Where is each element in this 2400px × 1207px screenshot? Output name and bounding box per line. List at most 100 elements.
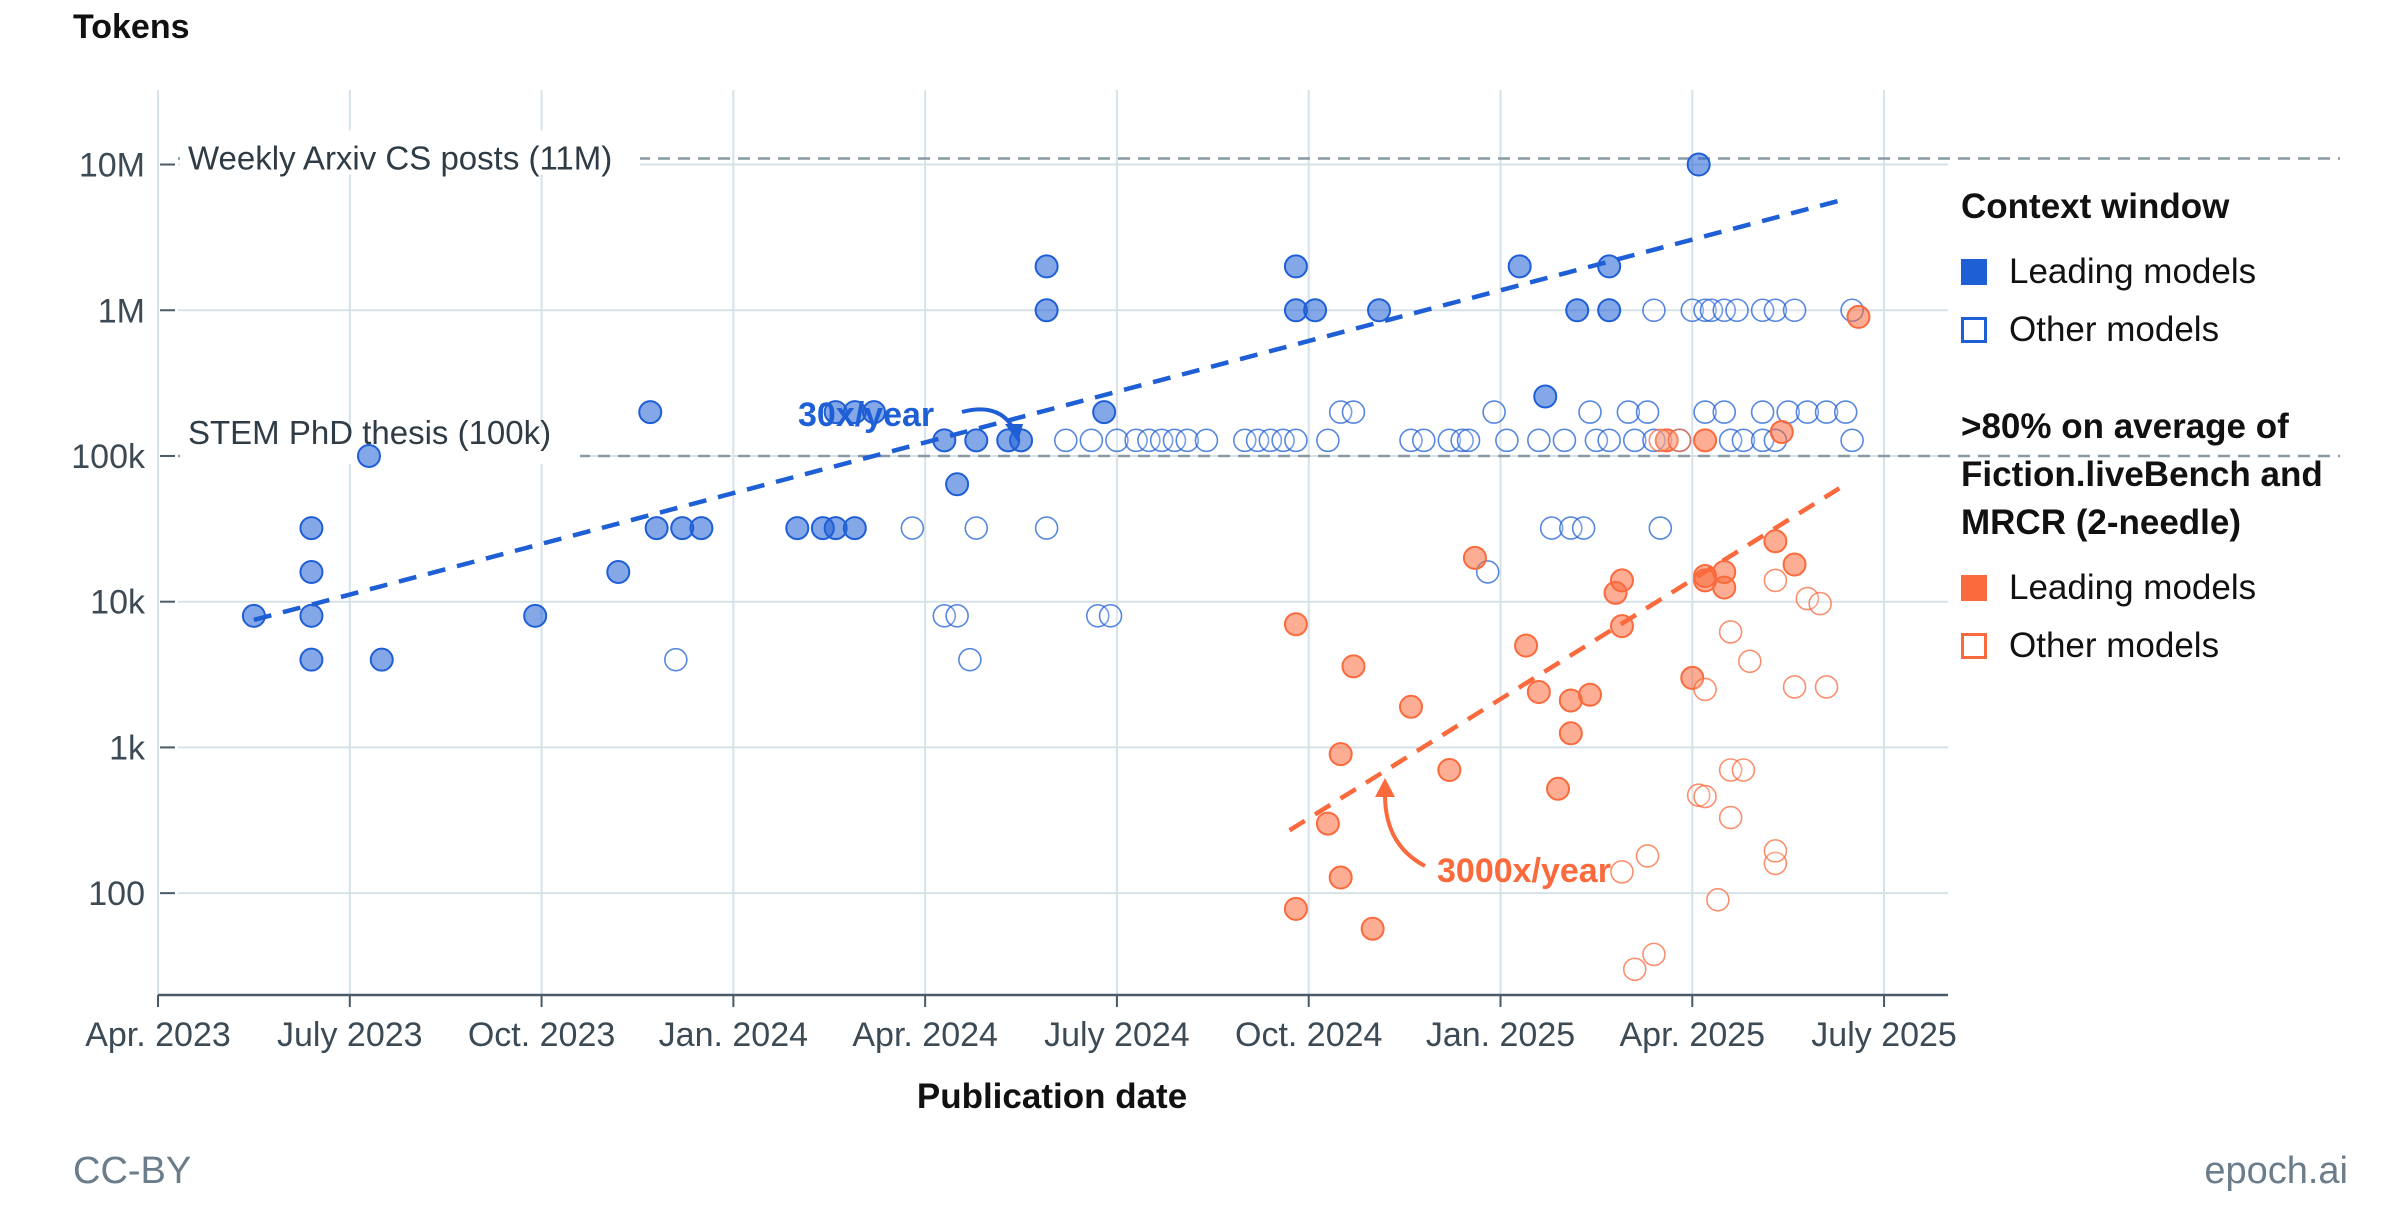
data-point-other	[1712, 400, 1737, 424]
data-point-other	[1648, 428, 1673, 453]
legend-item-benchmark-other: Other models	[1961, 617, 2391, 675]
annotations: 30x/year 3000x/year	[798, 396, 1611, 890]
data-point-leading	[1399, 694, 1423, 719]
data-point-leading	[369, 647, 394, 672]
data-point-other	[1105, 428, 1129, 453]
y-tick-label: 100k	[71, 438, 146, 476]
data-point-leading	[1597, 298, 1622, 323]
y-axis-label: Tokens	[73, 8, 190, 46]
data-point-other	[1482, 400, 1506, 424]
data-point-leading	[523, 603, 548, 628]
data-point-leading	[644, 516, 669, 541]
x-tick-label: Apr. 2025	[1620, 1016, 1766, 1054]
data-point-leading	[1328, 742, 1353, 767]
legend: Context window Leading models Other mode…	[1961, 183, 2391, 675]
data-point-other	[1316, 428, 1340, 453]
data-point-leading	[1769, 420, 1794, 445]
data-point-other	[1699, 298, 1724, 323]
legend-swatch-blue-filled	[1961, 259, 1987, 285]
data-point-other	[1258, 428, 1283, 453]
data-point-other	[1718, 620, 1743, 644]
x-tick-label: July 2025	[1811, 1016, 1957, 1054]
data-point-leading	[1578, 682, 1602, 707]
data-point-other	[1053, 428, 1078, 453]
legend-swatch-orange-outline	[1961, 633, 1987, 659]
data-point-other	[1194, 428, 1219, 453]
legend-label: Leading models	[2009, 252, 2257, 291]
data-point-leading	[1693, 428, 1718, 453]
data-point-other	[1782, 298, 1807, 323]
data-point-leading	[638, 400, 663, 425]
data-point-other	[1341, 400, 1366, 424]
data-point-leading	[1609, 568, 1634, 593]
grid	[157, 90, 1948, 995]
x-axis-label: Publication date	[917, 1077, 1187, 1116]
data-point-other	[1782, 675, 1807, 699]
x-tick-label: Oct. 2023	[468, 1016, 615, 1054]
trend-line	[1288, 486, 1841, 833]
data-point-leading	[1609, 614, 1634, 639]
x-tick-label: Apr. 2024	[852, 1016, 998, 1054]
data-point-leading	[1686, 152, 1711, 177]
data-point-other	[1245, 428, 1270, 453]
data-point-other	[1718, 805, 1743, 830]
data-point-leading	[1341, 654, 1366, 679]
data-point-leading	[945, 472, 970, 497]
data-point-leading	[862, 400, 886, 425]
data-point-leading	[1533, 384, 1558, 409]
data-point-other	[1616, 400, 1641, 424]
axes: Apr. 2023 July 2023 Oct. 2023 Jan. 2024 Apr.…	[71, 147, 1957, 1054]
trend-label-30x: 30x/year	[798, 396, 934, 434]
data-point-other	[1578, 400, 1602, 424]
data-point-other	[1667, 428, 1692, 453]
data-point-other	[1718, 428, 1743, 453]
data-point-other	[1124, 428, 1148, 453]
arrow-head-30x	[1005, 424, 1023, 442]
data-point-other	[1763, 839, 1788, 863]
data-point-leading	[932, 428, 957, 453]
data-point-other	[1738, 649, 1762, 674]
reference-line-label: Weekly Arxiv CS posts (11M)	[188, 139, 612, 176]
data-point-other	[1718, 758, 1743, 782]
x-tick-label: Jan. 2025	[1426, 1016, 1575, 1054]
y-tick-label: 10k	[90, 584, 146, 622]
legend-title-context-window: Context window	[1961, 187, 2230, 226]
data-point-other	[1622, 428, 1647, 453]
y-tick-label: 1k	[109, 729, 146, 767]
legend-label: Other models	[2009, 626, 2220, 665]
data-point-other	[1232, 428, 1257, 453]
data-point-leading	[1565, 298, 1590, 323]
data-point-other	[1098, 604, 1123, 628]
data-point-leading	[1782, 552, 1807, 577]
data-point-leading	[1034, 298, 1059, 323]
data-point-other	[1642, 298, 1666, 323]
data-point-other	[1693, 784, 1717, 809]
legend-label: Leading models	[2009, 568, 2257, 607]
x-tick-label: Apr. 2023	[85, 1016, 231, 1054]
data-point-other	[1635, 844, 1660, 868]
data-point-other	[1284, 428, 1308, 453]
data-point-leading	[1437, 757, 1462, 782]
legend-item-context-other: Other models	[1961, 301, 2391, 359]
data-point-other	[1552, 428, 1577, 453]
data-point-other	[1731, 428, 1756, 453]
data-point-leading	[964, 428, 989, 453]
data-point-leading	[689, 516, 714, 541]
data-point-other	[1610, 860, 1634, 884]
data-point-leading	[1328, 865, 1353, 890]
data-point-leading	[241, 603, 266, 628]
data-point-other	[964, 516, 989, 540]
data-point-other	[1271, 428, 1295, 453]
data-point-other	[1795, 400, 1820, 424]
data-point-leading	[1360, 916, 1385, 941]
data-point-leading	[1712, 575, 1737, 600]
data-point-other	[958, 647, 982, 672]
legend-label: Other models	[2009, 310, 2220, 349]
data-point-leading	[1526, 680, 1551, 705]
data-point-leading	[1367, 298, 1392, 323]
trend-line	[253, 196, 1847, 623]
data-point-other	[1085, 604, 1110, 628]
data-point-other	[1731, 758, 1756, 782]
data-point-other	[1437, 428, 1462, 453]
